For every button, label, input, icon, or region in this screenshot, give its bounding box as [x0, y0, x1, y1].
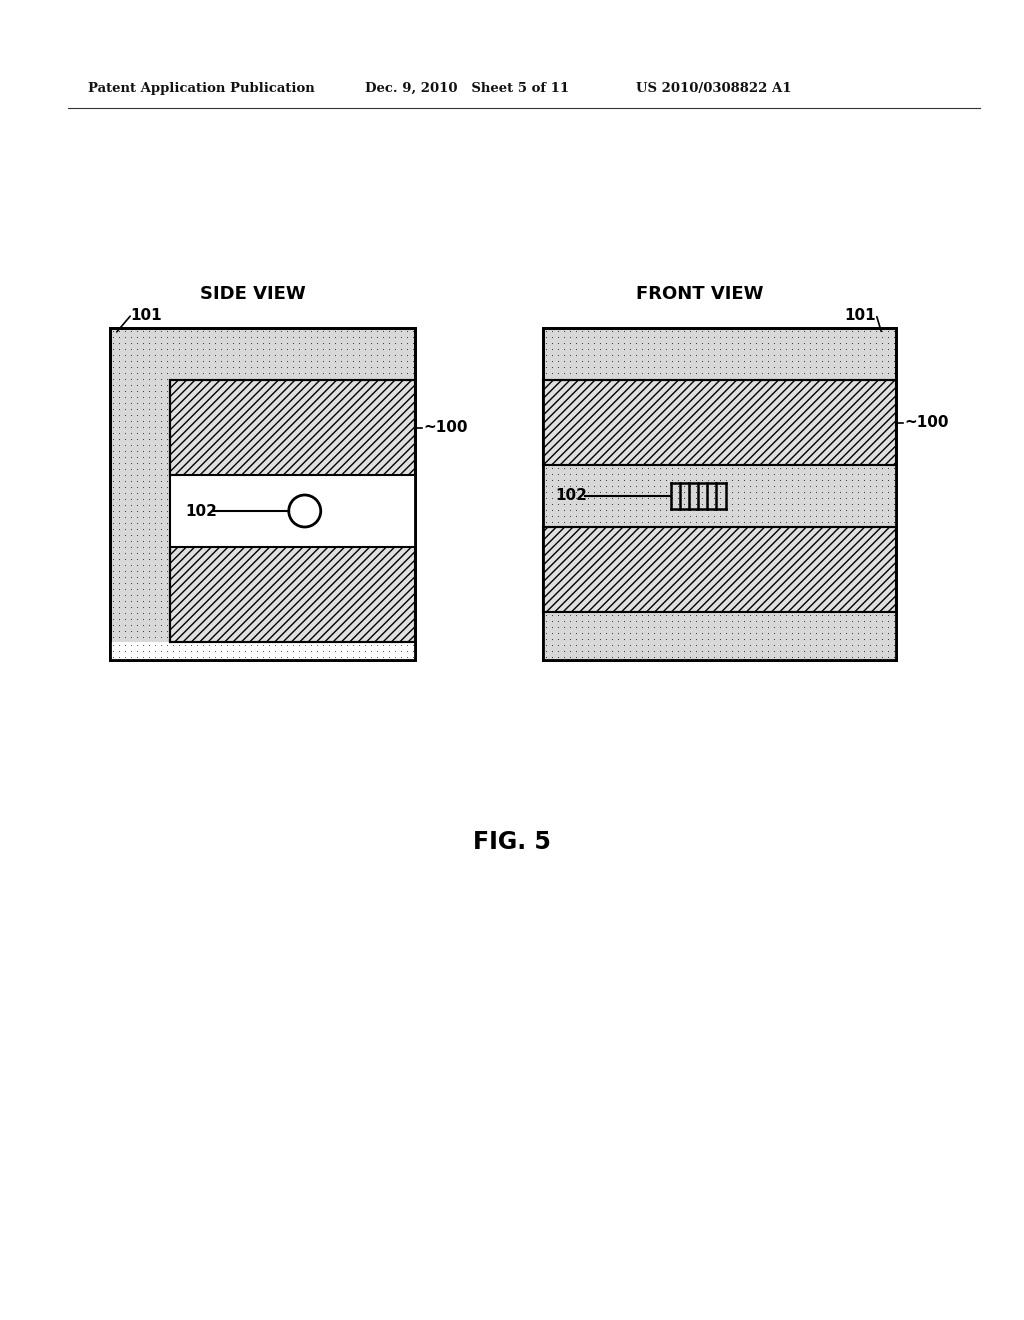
Bar [543, 612, 896, 660]
Bar [110, 327, 415, 660]
Bar [110, 642, 415, 660]
Bar [170, 546, 415, 642]
Bar [543, 527, 896, 612]
Text: Dec. 9, 2010   Sheet 5 of 11: Dec. 9, 2010 Sheet 5 of 11 [365, 82, 569, 95]
Text: ~100: ~100 [904, 414, 948, 430]
Text: FRONT VIEW: FRONT VIEW [636, 285, 764, 304]
Bar [543, 380, 896, 465]
Text: 102: 102 [555, 488, 587, 503]
Bar [170, 380, 415, 475]
Text: SIDE VIEW: SIDE VIEW [200, 285, 306, 304]
Bar [110, 327, 415, 660]
Text: 102: 102 [185, 503, 217, 519]
Bar [543, 465, 896, 527]
Text: 101: 101 [130, 308, 162, 323]
Bar [543, 327, 896, 660]
Text: US 2010/0308822 A1: US 2010/0308822 A1 [636, 82, 792, 95]
Text: ~100: ~100 [423, 420, 468, 436]
Bar [543, 327, 896, 660]
Bar [170, 380, 415, 546]
Text: FIG. 5: FIG. 5 [473, 830, 551, 854]
Text: Patent Application Publication: Patent Application Publication [88, 82, 314, 95]
Text: 101: 101 [844, 308, 876, 323]
